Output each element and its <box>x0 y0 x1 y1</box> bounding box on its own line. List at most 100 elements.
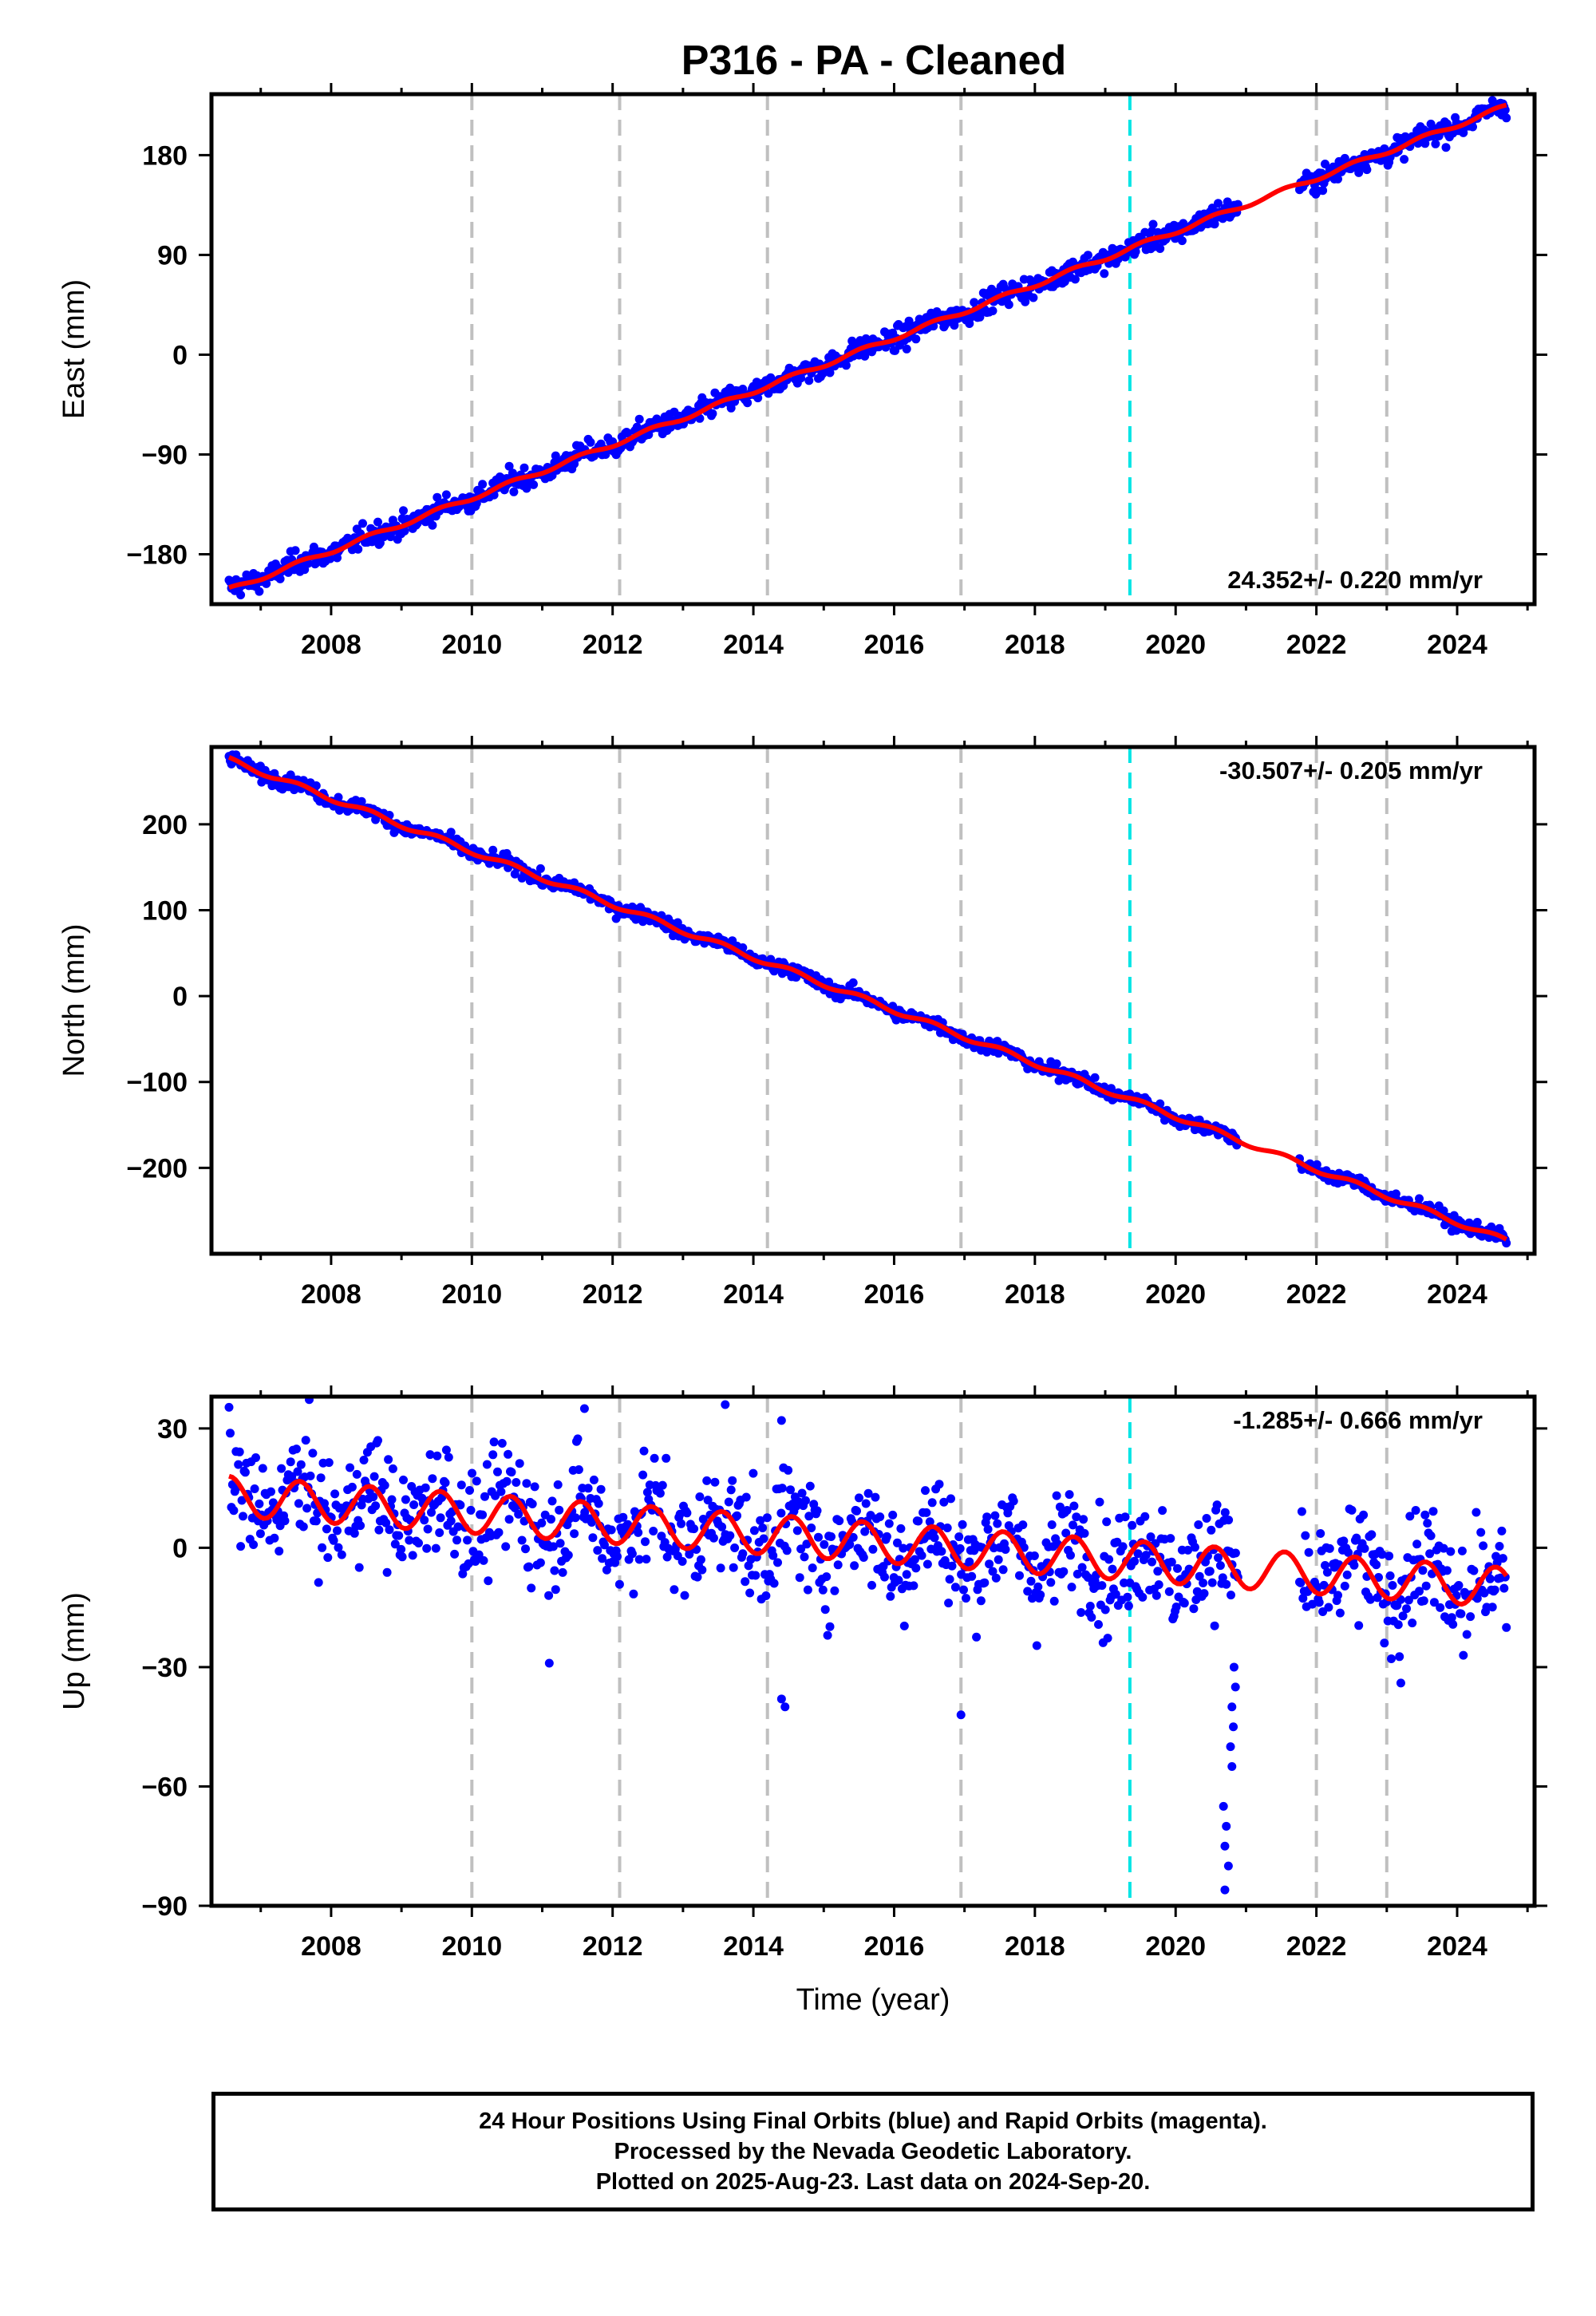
data-point <box>741 1577 750 1587</box>
data-point <box>1073 1569 1082 1579</box>
data-point <box>333 1526 342 1535</box>
data-point <box>1454 1581 1464 1590</box>
data-point <box>693 1572 702 1582</box>
data-point <box>334 792 343 802</box>
data-point <box>1312 1160 1321 1169</box>
velocity-annotation: -30.507+/- 0.205 mm/yr <box>1219 757 1483 785</box>
data-point <box>613 1551 622 1561</box>
data-point <box>594 1499 603 1508</box>
data-point <box>860 1527 870 1536</box>
data-point <box>937 1547 946 1556</box>
data-point <box>1466 1612 1476 1622</box>
data-point <box>548 1542 558 1551</box>
data-point <box>478 1510 488 1520</box>
data-point <box>334 1543 343 1552</box>
data-point <box>1083 251 1092 260</box>
data-point <box>1298 1594 1308 1603</box>
data-point <box>431 1543 440 1553</box>
data-point <box>1231 1548 1240 1558</box>
data-point <box>234 1460 243 1469</box>
x-tick-label: 2024 <box>1427 1279 1487 1310</box>
data-point <box>1205 1567 1215 1576</box>
data-point <box>1400 155 1409 164</box>
data-point <box>250 1484 259 1493</box>
data-point <box>884 1519 894 1528</box>
data-point <box>1304 1547 1314 1557</box>
data-point <box>1067 1583 1077 1592</box>
data-point <box>1102 1517 1112 1527</box>
data-point <box>468 1468 476 1478</box>
x-tick-label: 2008 <box>301 630 361 660</box>
data-point <box>386 532 395 542</box>
data-point <box>1405 1512 1415 1521</box>
data-point <box>710 1477 720 1487</box>
data-point <box>405 1535 414 1545</box>
data-point <box>1029 293 1038 302</box>
data-point <box>1365 1595 1375 1604</box>
data-point <box>401 1495 410 1504</box>
data-point <box>329 1535 338 1545</box>
data-point <box>249 1540 259 1549</box>
data-point <box>262 579 271 588</box>
velocity-annotation: -1.285+/- 0.666 mm/yr <box>1233 1406 1483 1434</box>
data-point <box>982 1512 992 1522</box>
data-point <box>240 1468 250 1477</box>
x-tick-label: 2016 <box>864 630 925 660</box>
data-point <box>446 828 456 837</box>
data-point <box>642 1488 652 1497</box>
data-point <box>489 1437 499 1447</box>
data-point <box>743 398 753 408</box>
data-point <box>504 1515 514 1524</box>
data-point <box>1141 1551 1151 1560</box>
data-point <box>1220 1841 1230 1851</box>
data-point <box>1459 1650 1468 1660</box>
data-point <box>1133 1549 1143 1559</box>
data-point <box>950 1583 960 1592</box>
x-tick-label: 2022 <box>1286 1279 1347 1310</box>
data-point <box>1070 275 1080 284</box>
data-point <box>801 1496 810 1505</box>
data-point <box>268 1498 278 1508</box>
data-point <box>1387 1654 1396 1663</box>
data-point <box>388 1464 397 1473</box>
data-point <box>749 1468 758 1478</box>
y-tick-label: 180 <box>142 140 188 171</box>
panel-1: 2008 2010 2012 2014 2016 2018 2020 2022 2024 −180… <box>57 83 1547 660</box>
data-point <box>962 1594 970 1603</box>
data-point <box>440 1478 450 1488</box>
x-tick-label: 2020 <box>1145 630 1206 660</box>
data-point <box>275 574 285 583</box>
data-point <box>896 1524 906 1533</box>
data-point <box>991 1573 1001 1583</box>
data-point <box>1442 119 1452 128</box>
data-point <box>488 845 498 855</box>
y-tick-label: 30 <box>157 1414 188 1445</box>
data-point <box>1219 1801 1228 1811</box>
data-point <box>433 1451 442 1460</box>
data-point <box>708 409 717 418</box>
data-point <box>1415 1587 1424 1596</box>
data-point <box>515 1459 524 1468</box>
data-point <box>902 1570 911 1579</box>
data-point <box>1214 1553 1223 1563</box>
data-point <box>804 1512 814 1521</box>
caption-line-3: Plotted on 2025-Aug-23. Last data on 202… <box>595 2169 1151 2195</box>
panel-3: 2008 2010 2012 2014 2016 2018 2020 2022 2024 −90 −… <box>57 1385 1547 2017</box>
data-point <box>1171 1603 1181 1611</box>
data-point <box>493 1467 502 1476</box>
data-point <box>427 1508 436 1517</box>
data-point <box>1339 1536 1349 1546</box>
data-point <box>642 1555 651 1564</box>
data-point <box>1131 247 1140 256</box>
data-point <box>860 351 870 361</box>
data-point <box>1352 1533 1361 1543</box>
y-axis-label: East (mm) <box>57 279 91 419</box>
data-point <box>927 1498 937 1508</box>
data-point <box>356 1521 365 1531</box>
data-point <box>1079 1515 1088 1524</box>
data-point <box>1462 1630 1472 1639</box>
data-point <box>408 1551 417 1560</box>
data-point <box>914 1516 923 1526</box>
data-point <box>1321 1561 1329 1570</box>
data-point <box>1214 199 1223 208</box>
